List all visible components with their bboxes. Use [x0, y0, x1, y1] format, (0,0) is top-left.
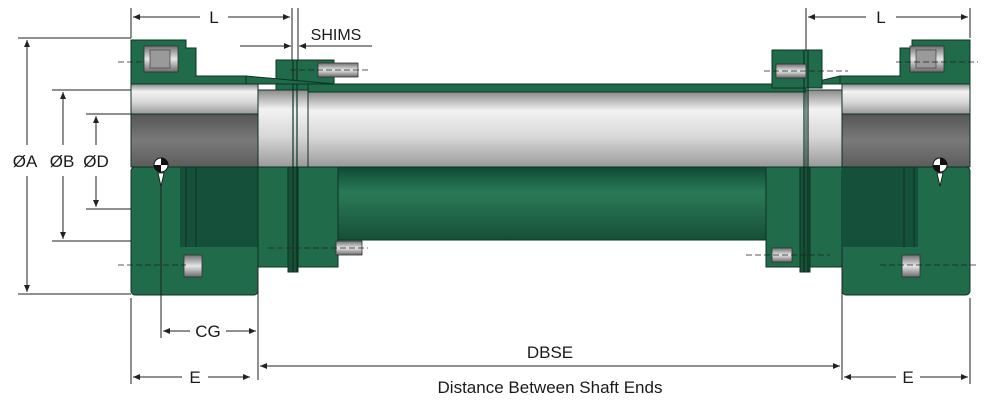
dimension-dia-d: ØD [83, 113, 131, 210]
bolt-icon [764, 63, 848, 79]
label-e-left: E [189, 368, 200, 387]
bolt-icon [880, 254, 978, 278]
center-of-gravity-icon [932, 157, 948, 187]
dimension-e-right: E [844, 298, 971, 387]
label-dbse: DBSE [527, 343, 573, 362]
dimension-e-left: E [130, 298, 250, 387]
label-dia-b: ØB [50, 152, 75, 171]
bolt-icon [746, 247, 830, 263]
label-dia-a: ØA [13, 152, 38, 171]
label-e-right: E [902, 368, 913, 387]
label-shims: SHIMS [311, 27, 362, 44]
bolt-icon [896, 45, 978, 73]
spacer-tube [245, 75, 841, 241]
bolt-icon [290, 62, 370, 78]
label-dia-d: ØD [83, 152, 109, 171]
dimension-shims: SHIMS [240, 8, 372, 60]
label-l-left: L [209, 8, 218, 27]
dimension-dia-a: ØA [13, 37, 131, 295]
left-hub [130, 39, 259, 296]
dimension-dbse: DBSE Distance Between Shaft Ends [257, 250, 843, 397]
caption-distance-between-shaft-ends: Distance Between Shaft Ends [438, 378, 663, 397]
bolt-icon [268, 240, 368, 256]
center-of-gravity-icon [153, 157, 169, 187]
dimension-l-right: L [805, 8, 971, 50]
label-l-right: L [876, 8, 885, 27]
dimension-cg: CG [160, 186, 259, 341]
bolt-icon [118, 45, 179, 73]
dimension-dia-b: ØB [50, 89, 131, 242]
dimension-l-left: L [130, 8, 293, 60]
bolt-icon [118, 254, 203, 278]
label-cg: CG [195, 322, 221, 341]
